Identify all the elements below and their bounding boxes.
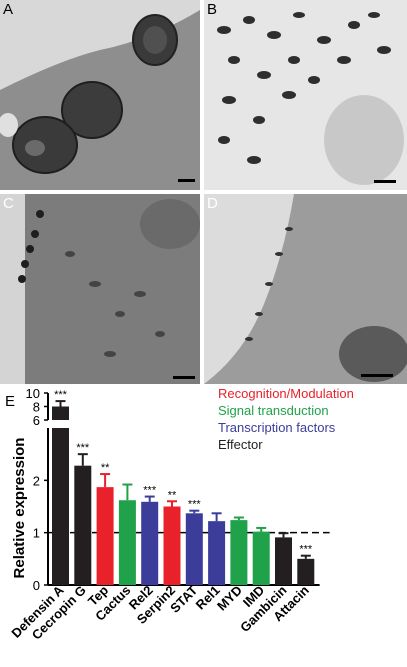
scale-bar-b (374, 180, 396, 183)
bar (208, 521, 226, 585)
scale-bar-c (173, 376, 195, 379)
legend-item: Signal transduction (218, 403, 329, 418)
micrograph-d-image (204, 194, 407, 384)
micrograph-c-image (0, 194, 200, 384)
bar-upper-segment (52, 406, 69, 420)
micrograph-panel-b: B (204, 0, 407, 190)
micrograph-panel-a: A (0, 0, 200, 190)
significance-label: *** (76, 442, 90, 454)
significance-label: ** (168, 489, 177, 501)
bar (275, 537, 292, 585)
scale-bar-a (178, 179, 195, 182)
bar (252, 531, 270, 585)
panel-c-label: C (3, 195, 14, 212)
bar (74, 465, 92, 585)
significance-label: *** (188, 499, 202, 511)
panel-b-label: B (207, 1, 218, 18)
panel-e-label: E (5, 393, 15, 410)
y-tick-label: 6 (33, 413, 40, 428)
significance-label: *** (143, 485, 157, 497)
y-axis-label: Relative expression (11, 438, 28, 579)
panel-a-label: A (3, 1, 14, 18)
y-tick-label: 8 (33, 400, 40, 415)
legend-item: Transcription factors (218, 420, 336, 435)
y-tick-label: 0 (33, 578, 40, 593)
micrograph-panel-c: C (0, 194, 200, 384)
bar (96, 487, 114, 585)
significance-label: ** (101, 462, 110, 474)
bar (141, 501, 159, 585)
micrograph-panel-d: D (204, 194, 407, 384)
bar (52, 428, 69, 585)
bar (163, 506, 181, 585)
significance-label: *** (54, 389, 68, 401)
bar (118, 500, 136, 585)
legend: Recognition/Modulation Signal transductio… (218, 388, 354, 452)
micrograph-a-image (0, 0, 200, 190)
bar (230, 520, 248, 585)
bar (297, 558, 315, 585)
significance-label: *** (299, 544, 313, 556)
bar (185, 513, 203, 585)
panel-d-label: D (207, 195, 218, 212)
y-tick-label: 1 (33, 526, 40, 541)
y-tick-label: 10 (26, 388, 40, 401)
micrograph-b-image (204, 0, 407, 190)
scale-bar-d (361, 374, 393, 377)
legend-item: Recognition/Modulation (218, 388, 354, 401)
legend-item: Effector (218, 437, 263, 452)
y-tick-label: 2 (33, 473, 40, 488)
